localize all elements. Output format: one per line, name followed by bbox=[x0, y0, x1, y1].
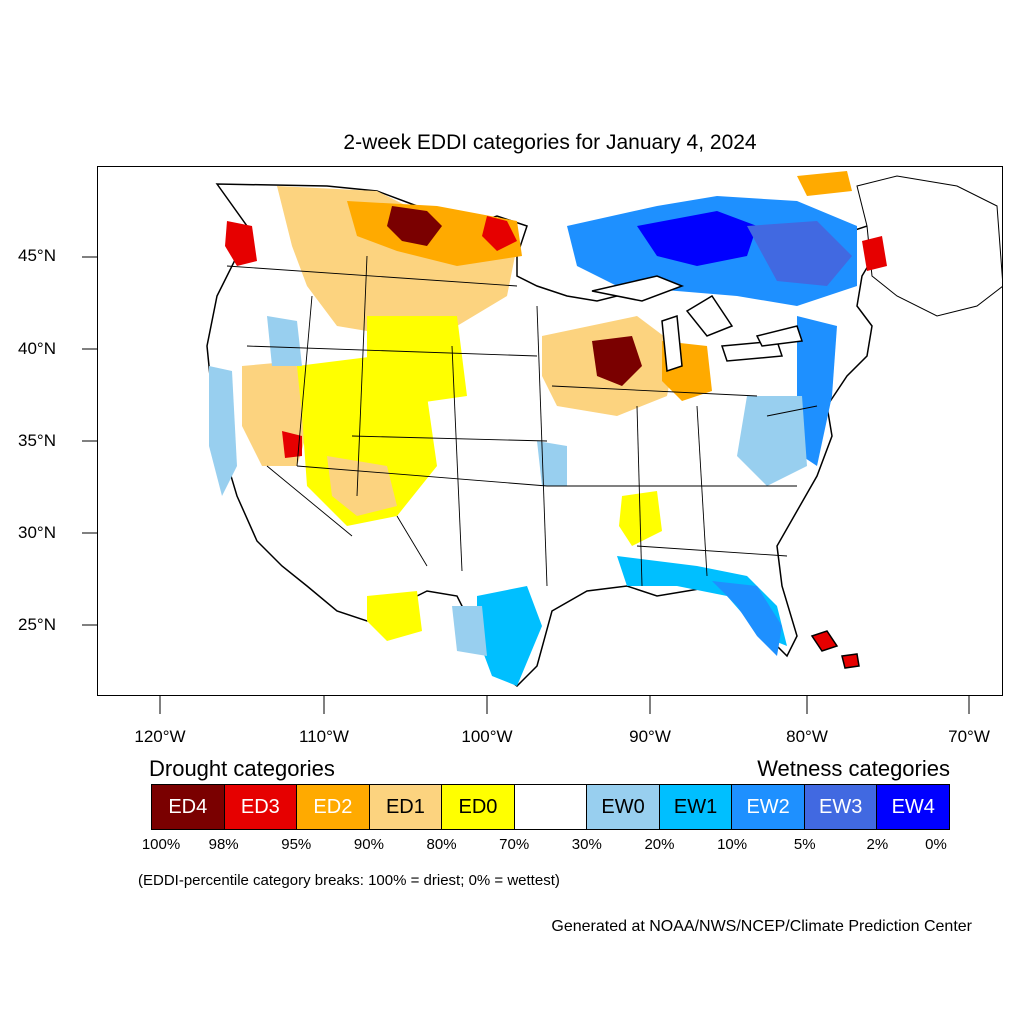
region-texas-south-ew0 bbox=[452, 606, 487, 656]
bahamas bbox=[810, 630, 860, 669]
lon-label-120: 120°W bbox=[134, 727, 186, 746]
region-texas-west bbox=[367, 591, 422, 641]
legend-box-ed4: ED4 bbox=[152, 785, 225, 829]
lon-label-70: 70°W bbox=[948, 727, 990, 746]
legend-box-ew1: EW1 bbox=[659, 785, 733, 829]
region-florida bbox=[712, 581, 782, 656]
lon-label-90: 90°W bbox=[629, 727, 671, 746]
break-label: 0% bbox=[925, 836, 947, 853]
lat-label-35: 35°N bbox=[18, 431, 56, 450]
legend-box-ew3: EW3 bbox=[804, 785, 878, 829]
lat-label-25: 25°N bbox=[18, 615, 56, 634]
wetness-categories-heading: Wetness categories bbox=[757, 756, 950, 781]
break-label: 80% bbox=[426, 836, 457, 853]
region-great-lakes-core bbox=[637, 211, 757, 266]
legend-box-ew2: EW2 bbox=[732, 785, 805, 829]
legend-box-ed3: ED3 bbox=[224, 785, 298, 829]
break-label: 30% bbox=[571, 836, 602, 853]
legend-box-ed1: ED1 bbox=[369, 785, 443, 829]
region-gulf-coast bbox=[617, 556, 787, 646]
credit-line: Generated at NOAA/NWS/NCEP/Climate Predi… bbox=[551, 918, 972, 935]
lat-label-30: 30°N bbox=[18, 523, 56, 542]
chart-title: 2-week EDDI categories for January 4, 20… bbox=[343, 131, 757, 154]
region-montana-hotspot2 bbox=[482, 216, 517, 251]
eddi-map bbox=[97, 166, 1003, 696]
state-boundaries bbox=[226, 255, 818, 587]
region-maine bbox=[862, 236, 887, 271]
lon-label-110: 110°W bbox=[299, 727, 349, 746]
break-label: 5% bbox=[793, 836, 816, 853]
drought-categories-heading: Drought categories bbox=[149, 756, 335, 781]
break-label: 2% bbox=[866, 836, 889, 853]
lon-ticks bbox=[159, 696, 970, 714]
region-northern-rockies bbox=[277, 186, 517, 336]
region-east-coast-ew0 bbox=[737, 396, 807, 486]
legend-colorbar: ED4 ED3 ED2 ED1 ED0 EW0 EW1 EW2 EW3 EW4 bbox=[151, 784, 950, 830]
lat-label-45: 45°N bbox=[18, 246, 56, 265]
break-label: 95% bbox=[281, 836, 312, 853]
category-note: (EDDI-percentile category breaks: 100% =… bbox=[138, 872, 560, 889]
region-iowa-hotspot bbox=[592, 336, 642, 386]
break-label: 10% bbox=[717, 836, 748, 853]
lat-ticks bbox=[82, 256, 97, 626]
break-label: 70% bbox=[499, 836, 530, 853]
great-lakes bbox=[591, 275, 804, 373]
region-southwest-ed1 bbox=[327, 456, 397, 516]
region-montana-hotspot bbox=[387, 206, 442, 246]
region-nevada-hot bbox=[282, 431, 302, 458]
region-pnw-coast bbox=[225, 221, 257, 266]
legend-box-ed0: ED0 bbox=[442, 785, 515, 829]
lon-label-100: 100°W bbox=[461, 727, 513, 746]
break-label: 90% bbox=[353, 836, 384, 853]
legend-box-ew0: EW0 bbox=[587, 785, 660, 829]
region-colorado bbox=[367, 316, 467, 406]
lat-label-40: 40°N bbox=[18, 339, 56, 358]
lon-label-80: 80°W bbox=[786, 727, 828, 746]
break-label: 20% bbox=[644, 836, 675, 853]
break-label: 100% bbox=[141, 836, 181, 853]
region-east-coast bbox=[797, 316, 837, 466]
region-quebec bbox=[747, 221, 852, 286]
region-texas-south bbox=[477, 586, 542, 686]
region-california-coast bbox=[209, 366, 237, 496]
legend-box-ed2: ED2 bbox=[297, 785, 370, 829]
break-label: 98% bbox=[208, 836, 239, 853]
map-border bbox=[97, 166, 1003, 696]
legend-box-normal bbox=[514, 785, 588, 829]
legend-box-ew4: EW4 bbox=[877, 785, 950, 829]
